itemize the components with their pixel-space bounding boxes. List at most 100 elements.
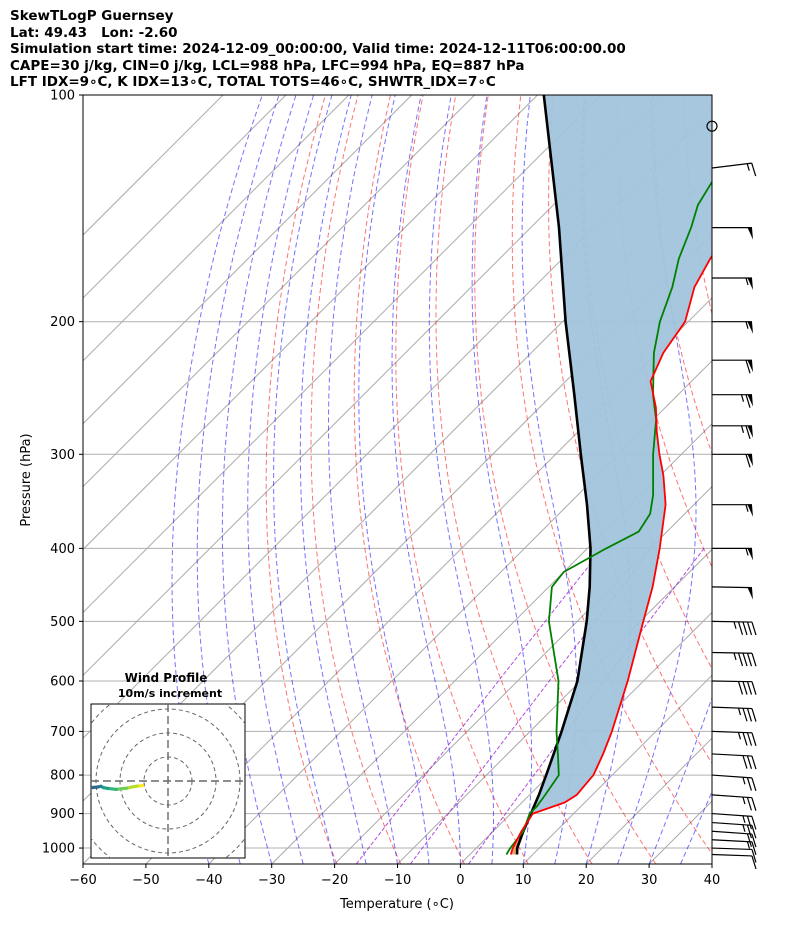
- dry-adiabat-line: [395, 95, 529, 864]
- axes: −60 −50 −40 −30 −20 −10 0 10 20 30 40 1000 900 800 700…: [42, 89, 720, 889]
- isotherm-line: [83, 95, 350, 362]
- barb-full-flag: [746, 732, 753, 746]
- stability-indices-line-2: LFT IDX=9∘C, K IDX=13∘C, TOTAL TOTS=46∘C…: [10, 74, 496, 90]
- moist-adiabat-line: [247, 95, 315, 864]
- y-tick-label: 400: [50, 542, 75, 557]
- wind-barb: [712, 321, 753, 334]
- isotherm-line: [522, 674, 712, 864]
- dry-adiabat-line: [749, 95, 794, 864]
- barb-staff: [711, 853, 752, 857]
- wind-barb: [711, 821, 757, 839]
- barb-full-flag: [746, 708, 753, 722]
- x-tick-label: −20: [321, 873, 348, 888]
- wind-barb: [711, 162, 757, 177]
- moist-adiabat-line: [711, 862, 712, 864]
- x-tick-label: −10: [384, 873, 411, 888]
- barb-pennant: [747, 587, 753, 600]
- barb-full-flag: [742, 621, 748, 636]
- chart-title: SkewTLogP Guernsey: [10, 8, 174, 24]
- isotherm-line: [83, 95, 224, 236]
- barb-half-flag: [733, 652, 737, 661]
- barb-full-flag: [746, 777, 752, 791]
- y-tick-label: 100: [50, 89, 75, 104]
- barb-pennant: [747, 394, 753, 407]
- dewpoint-profile-line: [505, 180, 712, 855]
- calm-wind-circle: [706, 120, 718, 132]
- isotherm-line: [711, 863, 712, 864]
- y-tick-label: 800: [50, 769, 75, 784]
- barb-pennant: [747, 504, 753, 517]
- barb-full-flag: [737, 652, 744, 667]
- moist-adiabat-line: [273, 95, 336, 864]
- wind-barb: [712, 359, 753, 374]
- barb-full-flag: [751, 855, 757, 870]
- x-axis-label: Temperature (∘C): [339, 897, 454, 912]
- y-tick-label: 600: [50, 674, 75, 689]
- barb-full-flag: [746, 824, 752, 839]
- simulation-times-line: Simulation start time: 2024-12-09_00:00:…: [10, 41, 626, 57]
- barb-full-flag: [746, 833, 752, 847]
- barb-half-flag: [737, 707, 742, 716]
- dry-adiabat-line: [353, 95, 465, 864]
- chart-header: SkewTLogP Guernsey Lat: 49.43 Lon: -2.60…: [10, 8, 626, 91]
- wind-barb: [711, 794, 757, 811]
- moist-adiabat-line: [617, 95, 697, 864]
- x-tick-label: 20: [578, 873, 595, 888]
- isotherm-line: [83, 95, 601, 614]
- barb-pennant: [747, 321, 753, 334]
- barb-staff: [711, 839, 752, 843]
- x-tick-label: −30: [258, 873, 285, 888]
- moist-adiabat-line: [358, 95, 430, 864]
- wind-barb: [712, 504, 753, 517]
- moist-adiabat-line: [221, 95, 297, 864]
- x-tick-label: 10: [515, 873, 532, 888]
- barb-staff: [711, 730, 752, 734]
- barb-staff: [711, 774, 752, 779]
- wind-barb: [706, 120, 718, 132]
- barb-full-flag: [751, 797, 757, 811]
- plot-area: [83, 95, 794, 864]
- hodograph-plot: [76, 704, 245, 858]
- x-tick-label: 40: [704, 873, 721, 888]
- barb-half-flag: [742, 815, 746, 823]
- stability-indices-line: CAPE=30 j/kg, CIN=0 j/kg, LCL=988 hPa, L…: [10, 57, 525, 74]
- wind-barb: [711, 774, 757, 792]
- hodograph-inset: [76, 703, 246, 859]
- moist-adiabat-line: [328, 95, 398, 864]
- barb-staff: [711, 706, 752, 710]
- barb-full-flag: [751, 833, 757, 848]
- isotherm-line: [83, 95, 413, 425]
- barb-full-flag: [742, 681, 748, 695]
- barb-half-flag: [740, 425, 745, 434]
- wind-barb: [711, 812, 757, 830]
- x-tick-label: −40: [195, 873, 222, 888]
- barb-staff: [711, 680, 753, 683]
- barb-full-flag: [751, 732, 757, 746]
- moist-adiabat-line: [680, 790, 712, 864]
- wind-barb: [711, 620, 757, 636]
- barb-pennant: [747, 227, 753, 240]
- barb-full-flag: [742, 732, 748, 746]
- barb-half-flag: [745, 548, 749, 556]
- hodograph-subtitle: 10m/s increment: [118, 687, 222, 700]
- barb-full-flag: [742, 652, 748, 667]
- wind-barb: [711, 847, 757, 863]
- dry-adiabat-line: [310, 95, 402, 864]
- moist-adiabat-line: [391, 95, 461, 864]
- dry-adiabat-line: [265, 95, 338, 864]
- wind-barb: [711, 651, 757, 667]
- mixing-ratio-line: [409, 548, 652, 864]
- wind-barb: [711, 730, 757, 746]
- barb-pennant: [747, 454, 753, 467]
- wind-barbs: [706, 120, 757, 870]
- wind-barb: [712, 453, 753, 468]
- wind-barb: [711, 839, 757, 856]
- moist-adiabat-line: [171, 95, 263, 864]
- hodograph-title: Wind Profile: [125, 671, 208, 685]
- barb-full-flag: [751, 755, 757, 770]
- hodograph-segment: [76, 787, 81, 788]
- barb-full-flag: [737, 681, 744, 695]
- wind-barb: [711, 680, 757, 695]
- isotherm-line: [83, 95, 287, 299]
- cape-area: [527, 95, 712, 821]
